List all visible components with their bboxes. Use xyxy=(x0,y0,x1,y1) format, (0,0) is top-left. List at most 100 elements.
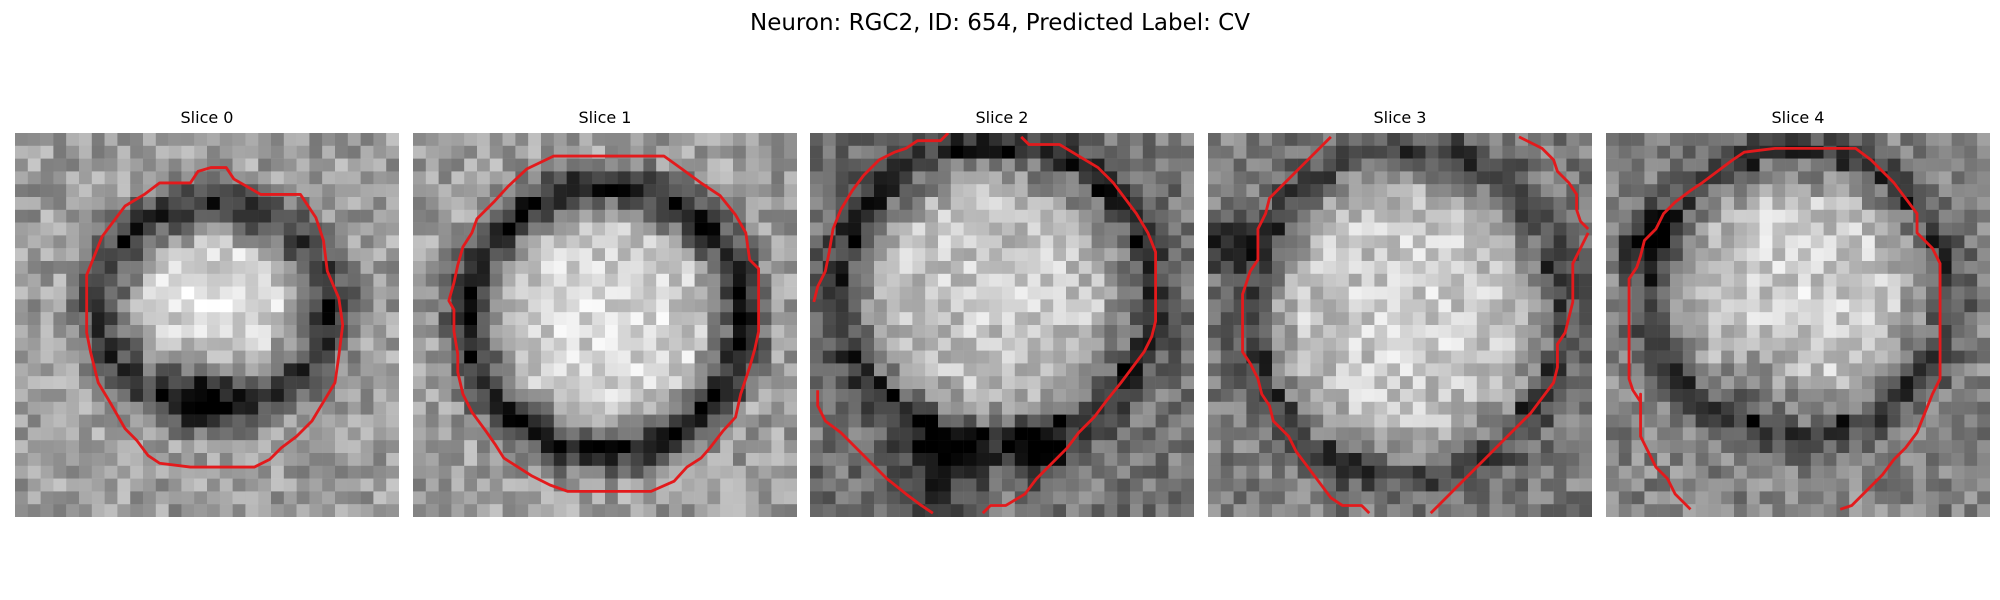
pixel xyxy=(1540,389,1554,403)
pixel xyxy=(1400,261,1414,275)
pixel xyxy=(15,427,29,441)
pixel xyxy=(1823,235,1837,249)
pixel xyxy=(1746,273,1760,287)
pixel xyxy=(181,414,195,428)
pixel xyxy=(309,235,323,249)
pixel xyxy=(130,325,144,339)
pixel xyxy=(360,478,374,492)
pixel xyxy=(1130,389,1144,403)
pixel xyxy=(360,491,374,505)
pixel xyxy=(630,465,644,479)
pixel xyxy=(322,299,336,313)
pixel xyxy=(1078,376,1092,390)
pixel xyxy=(1361,209,1375,223)
pixel xyxy=(1374,414,1388,428)
pixel xyxy=(861,427,875,441)
pixel xyxy=(822,491,836,505)
pixel xyxy=(694,145,708,159)
pixel xyxy=(1066,273,1080,287)
pixel xyxy=(477,440,491,454)
pixel xyxy=(1220,145,1234,159)
pixel xyxy=(1913,286,1927,300)
pixel xyxy=(1027,158,1041,172)
pixel xyxy=(963,491,977,505)
pixel xyxy=(1451,171,1465,185)
pixel xyxy=(1091,478,1105,492)
pixel xyxy=(322,222,336,236)
pixel xyxy=(669,504,683,517)
pixel xyxy=(79,478,93,492)
pixel xyxy=(360,286,374,300)
pixel xyxy=(1130,273,1144,287)
pixel xyxy=(1887,299,1901,313)
pixel xyxy=(258,350,272,364)
pixel xyxy=(1900,158,1914,172)
pixel xyxy=(733,363,747,377)
pixel xyxy=(630,273,644,287)
pixel xyxy=(1168,184,1182,198)
pixel xyxy=(605,337,619,351)
pixel xyxy=(40,363,54,377)
pixel xyxy=(771,197,785,211)
pixel xyxy=(1310,312,1324,326)
pixel xyxy=(1964,197,1978,211)
pixel xyxy=(207,273,221,287)
pixel xyxy=(1130,133,1144,147)
pixel xyxy=(1977,145,1990,159)
pixel xyxy=(386,363,399,377)
pixel xyxy=(643,376,657,390)
pixel xyxy=(451,504,465,517)
pixel xyxy=(733,197,747,211)
pixel xyxy=(245,286,259,300)
pixel xyxy=(386,401,399,415)
pixel xyxy=(477,401,491,415)
pixel xyxy=(1887,427,1901,441)
pixel xyxy=(245,171,259,185)
pixel xyxy=(232,465,246,479)
pixel xyxy=(963,312,977,326)
pixel xyxy=(899,133,913,147)
pixel xyxy=(1553,145,1567,159)
pixel xyxy=(438,273,452,287)
pixel xyxy=(360,465,374,479)
pixel xyxy=(694,337,708,351)
pixel xyxy=(835,401,849,415)
pixel xyxy=(1708,133,1722,147)
pixel xyxy=(1014,222,1028,236)
pixel xyxy=(1977,491,1990,505)
pixel xyxy=(925,171,939,185)
pixel xyxy=(1566,389,1580,403)
pixel xyxy=(566,440,580,454)
pixel xyxy=(1040,389,1054,403)
pixel xyxy=(413,286,427,300)
pixel xyxy=(1053,337,1067,351)
pixel xyxy=(681,389,695,403)
pixel xyxy=(1208,453,1222,467)
pixel xyxy=(1078,401,1092,415)
pixel xyxy=(1259,248,1273,262)
pixel xyxy=(1310,299,1324,313)
pixel xyxy=(181,312,195,326)
pixel xyxy=(502,350,516,364)
pixel xyxy=(1104,261,1118,275)
pixel xyxy=(1336,145,1350,159)
pixel xyxy=(1579,171,1592,185)
pixel xyxy=(1502,465,1516,479)
pixel xyxy=(322,133,336,147)
pixel xyxy=(1502,453,1516,467)
pixel xyxy=(1951,389,1965,403)
pixel xyxy=(1142,401,1156,415)
pixel xyxy=(1104,337,1118,351)
pixel xyxy=(899,222,913,236)
pixel xyxy=(194,235,208,249)
pixel xyxy=(1528,184,1542,198)
pixel xyxy=(1887,222,1901,236)
pixel xyxy=(258,440,272,454)
pixel xyxy=(733,273,747,287)
pixel xyxy=(810,171,824,185)
pixel xyxy=(1451,209,1465,223)
pixel xyxy=(899,248,913,262)
pixel xyxy=(1040,184,1054,198)
pixel xyxy=(117,465,131,479)
pixel xyxy=(360,235,374,249)
